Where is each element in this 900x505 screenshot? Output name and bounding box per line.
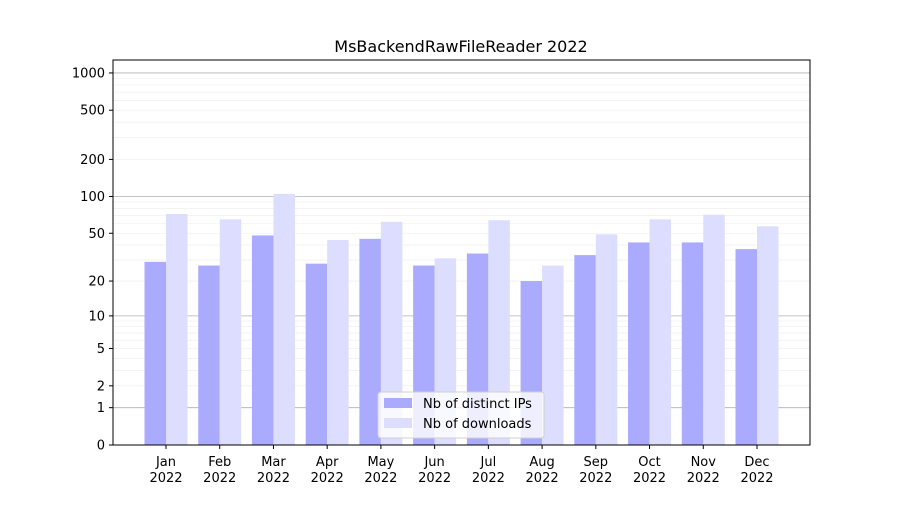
bar-downloads [273, 193, 295, 445]
bar-downloads [703, 214, 725, 445]
y-tick-label: 5 [97, 342, 105, 357]
legend-swatch [384, 398, 412, 408]
x-tick-label: May [367, 455, 394, 470]
x-tick-label: Jul [480, 455, 497, 470]
bar-distinct-ips [574, 255, 596, 445]
bar-downloads [219, 219, 242, 445]
x-tick-label: 2022 [311, 471, 344, 486]
x-tick-label: 2022 [418, 471, 451, 486]
x-tick-label: 2022 [740, 471, 773, 486]
legend-label: Nb of downloads [423, 417, 532, 432]
x-tick-label: 2022 [526, 471, 559, 486]
x-tick-label: Apr [316, 455, 339, 470]
bar-downloads [488, 220, 510, 445]
x-tick-label: Jan [155, 455, 176, 470]
bar-distinct-ips [144, 261, 166, 445]
bar-downloads [166, 213, 188, 445]
y-axis: 0 1 2 5 10 20 50 100 200 500 1000 [72, 66, 113, 454]
y-tick-label: 100 [80, 190, 105, 205]
legend: Nb of distinct IPs Nb of downloads [377, 391, 545, 439]
x-tick-label: Oct [638, 455, 660, 470]
bar-distinct-ips [305, 263, 328, 445]
bar-downloads [649, 219, 672, 445]
x-tick-label: 2022 [257, 471, 290, 486]
bar-downloads [542, 265, 564, 445]
x-tick-label: Aug [529, 455, 554, 470]
bar-downloads [595, 234, 618, 445]
bar-distinct-ips [359, 238, 381, 445]
bar-distinct-ips [251, 235, 274, 445]
bar-downloads [327, 240, 349, 445]
y-tick-label: 2 [97, 379, 105, 394]
bar-distinct-ips [198, 265, 220, 445]
y-tick-label: 500 [80, 104, 105, 119]
x-tick-label: 2022 [687, 471, 720, 486]
x-tick-label: Jun [423, 455, 444, 470]
y-tick-label: 20 [88, 275, 105, 290]
x-tick-label: Dec [744, 455, 769, 470]
bars [144, 193, 779, 445]
bar-distinct-ips [628, 242, 650, 445]
x-tick-label: Mar [261, 455, 286, 470]
x-tick-label: 2022 [472, 471, 505, 486]
plot-frame [112, 59, 811, 446]
y-tick-label: 50 [88, 227, 105, 242]
bar-distinct-ips [681, 242, 704, 445]
y-tick-label: 10 [88, 309, 105, 324]
x-tick-label: Nov [691, 455, 717, 470]
bar-distinct-ips [735, 249, 757, 445]
y-tick-label: 200 [80, 153, 105, 168]
x-tick-label: 2022 [633, 471, 666, 486]
bar-downloads [380, 221, 403, 445]
chart-title: MsBackendRawFileReader 2022 [334, 37, 587, 56]
x-tick-label: Feb [208, 455, 231, 470]
y-tick-label: 1 [97, 401, 105, 416]
y-tick-label: 1000 [72, 66, 105, 81]
x-axis: Jan2022Feb2022Mar2022Apr2022May2022Jun20… [149, 445, 774, 486]
x-tick-label: 2022 [364, 471, 397, 486]
legend-swatch [384, 418, 412, 428]
y-tick-label: 0 [97, 439, 105, 454]
x-tick-label: 2022 [203, 471, 236, 486]
x-tick-label: 2022 [149, 471, 182, 486]
x-tick-label: 2022 [579, 471, 612, 486]
legend-box [377, 391, 545, 439]
bar-downloads [757, 226, 779, 445]
x-tick-label: Sep [584, 455, 609, 470]
legend-label: Nb of distinct IPs [423, 397, 532, 412]
